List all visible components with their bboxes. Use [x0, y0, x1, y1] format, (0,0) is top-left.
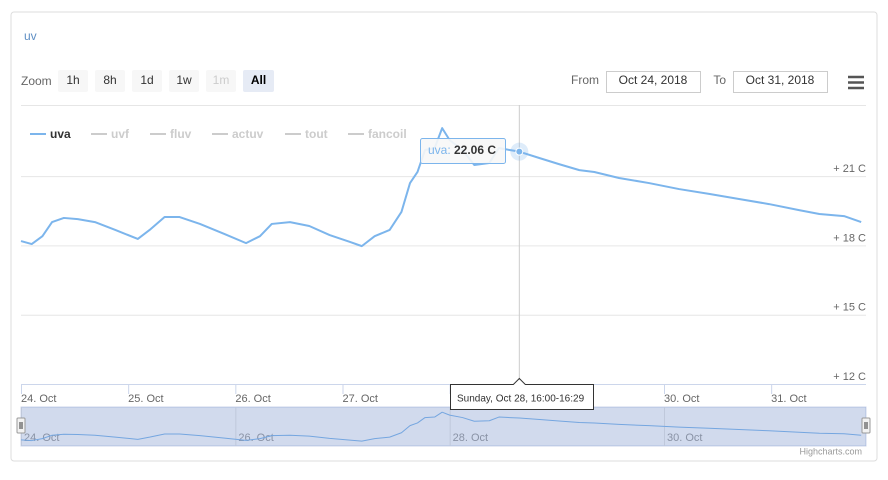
navigator-tick-label: 28. Oct	[453, 432, 488, 444]
series-line	[20, 127, 862, 248]
from-input[interactable]	[606, 71, 701, 93]
hover-point	[515, 147, 524, 156]
to-value[interactable]: Oct 31, 2018	[746, 73, 815, 87]
navigator-handle[interactable]	[861, 417, 871, 434]
y-tick-label: + 18 C	[833, 232, 866, 244]
range-button[interactable]	[58, 70, 88, 92]
navigator-tick-label: 26. Oct	[238, 432, 273, 444]
legend-label[interactable]: fluv	[170, 127, 192, 141]
legend-label[interactable]: fancoil	[368, 127, 407, 141]
x-tick-label: 26. Oct	[235, 393, 270, 405]
credits[interactable]: Highcharts.com	[799, 446, 862, 456]
legend-label[interactable]: actuv	[232, 127, 264, 141]
legend-label[interactable]: tout	[305, 127, 328, 141]
chart-title: uv	[24, 29, 37, 43]
navigator-bg	[20, 406, 867, 447]
x-tick-label: 31. Oct	[771, 393, 806, 405]
range-button[interactable]	[243, 70, 274, 92]
navigator-handle[interactable]	[16, 417, 26, 434]
navigator-line	[20, 411, 862, 442]
tooltip-series: uva:	[428, 143, 451, 157]
navigator-mask	[21, 407, 866, 446]
range-button[interactable]	[169, 70, 199, 92]
legend-label[interactable]: uva	[50, 127, 71, 141]
range-button-label[interactable]: 1d	[140, 73, 153, 87]
tooltip-value: 22.06 C	[454, 143, 496, 157]
date-label: Sunday, Oct 28, 16:00-16:29	[457, 394, 585, 405]
y-tick-label: + 21 C	[833, 163, 866, 175]
menu-button[interactable]	[844, 72, 868, 94]
legend-label[interactable]: uvf	[111, 127, 130, 141]
range-button-label: 1m	[213, 73, 230, 87]
navigator-tick-label: 30. Oct	[667, 432, 702, 444]
navigator-tick-label: 24. Oct	[24, 432, 59, 444]
range-button-label[interactable]: 1h	[66, 73, 79, 87]
range-button[interactable]	[95, 70, 125, 92]
x-tick-label: 30. Oct	[664, 393, 699, 405]
x-tick-label: 25. Oct	[128, 393, 163, 405]
date-label-box	[450, 377, 594, 410]
range-button-label[interactable]: 1w	[176, 73, 192, 87]
y-tick-label: + 15 C	[833, 302, 866, 314]
tooltip-box	[420, 138, 506, 164]
zoom-label: Zoom	[21, 74, 52, 88]
range-button-label[interactable]: 8h	[103, 73, 116, 87]
range-button[interactable]	[132, 70, 162, 92]
x-tick-label: 24. Oct	[21, 393, 56, 405]
to-label: To	[713, 73, 726, 87]
x-tick-label: 27. Oct	[342, 393, 377, 405]
to-input[interactable]	[733, 71, 828, 93]
range-button-label[interactable]: All	[251, 73, 266, 87]
range-button	[206, 70, 236, 92]
y-tick-label: + 12 C	[833, 371, 866, 383]
from-value[interactable]: Oct 24, 2018	[619, 73, 688, 87]
chart-frame	[10, 11, 878, 462]
from-label: From	[571, 73, 599, 87]
